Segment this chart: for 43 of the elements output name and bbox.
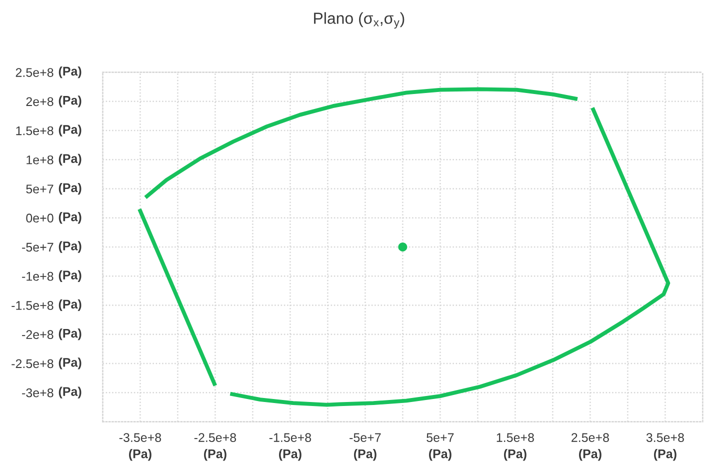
text: (Pa) [58, 328, 82, 340]
x-tick-label: -5e+7 [350, 433, 381, 442]
x-tick-label: 2.5e+8 [572, 433, 609, 442]
x-tick-label: -2.5e+8 [194, 433, 236, 442]
line-series [144, 87, 580, 200]
text: (Pa) [58, 96, 82, 108]
y-tick-label: 0e+0 [26, 214, 54, 223]
text: (Pa) [279, 449, 302, 461]
y-tick-label: -2.5e+8 [12, 359, 54, 368]
text: (Pa) [654, 449, 676, 461]
text: (Pa) [58, 241, 82, 253]
x-tick-label: 1.5e+8 [496, 433, 534, 442]
y-tick-label: 1e+8 [26, 155, 54, 164]
x-tick-label: 5e+7 [426, 433, 454, 442]
text: (Pa) [58, 358, 82, 370]
y-tick-label: 5e+7 [26, 184, 54, 194]
text: (Pa) [504, 449, 526, 461]
text: (Pa) [58, 270, 82, 282]
y-axis-title: (Pa) [58, 386, 82, 398]
y-tick-label: -1e+8 [22, 272, 54, 281]
text: (Pa) [58, 212, 82, 224]
y-tick-label: 2.5e+8 [16, 68, 54, 77]
chart-title: Plano (σ$_{x}$,σ$_{y}$) [314, 12, 404, 29]
y-tick-label: -5e+7 [22, 242, 54, 252]
y-tick-label: -1.5e+8 [12, 301, 54, 310]
y-tick-label: 1.5e+8 [16, 126, 54, 136]
x-tick-label: -1.5e+8 [269, 433, 312, 442]
text: (Pa) [58, 66, 82, 78]
text: (Pa) [58, 182, 82, 195]
x-tick-label: -3.5e+8 [119, 433, 162, 442]
line-series [228, 106, 670, 407]
text: (Pa) [354, 449, 376, 461]
y-tick-label: 2e+8 [26, 97, 54, 106]
text: (Pa) [204, 449, 226, 461]
x-tick-label: 3.5e+8 [646, 433, 684, 442]
x-axis-title: (Pa) [129, 449, 152, 461]
text: (Pa) [58, 154, 82, 166]
text: (Pa) [579, 449, 602, 461]
y-tick-label: -2e+8 [22, 330, 54, 339]
y-tick-label: -3e+8 [22, 388, 54, 398]
text: (Pa) [58, 299, 82, 312]
text: (Pa) [58, 124, 82, 136]
text: (Pa) [429, 449, 452, 461]
